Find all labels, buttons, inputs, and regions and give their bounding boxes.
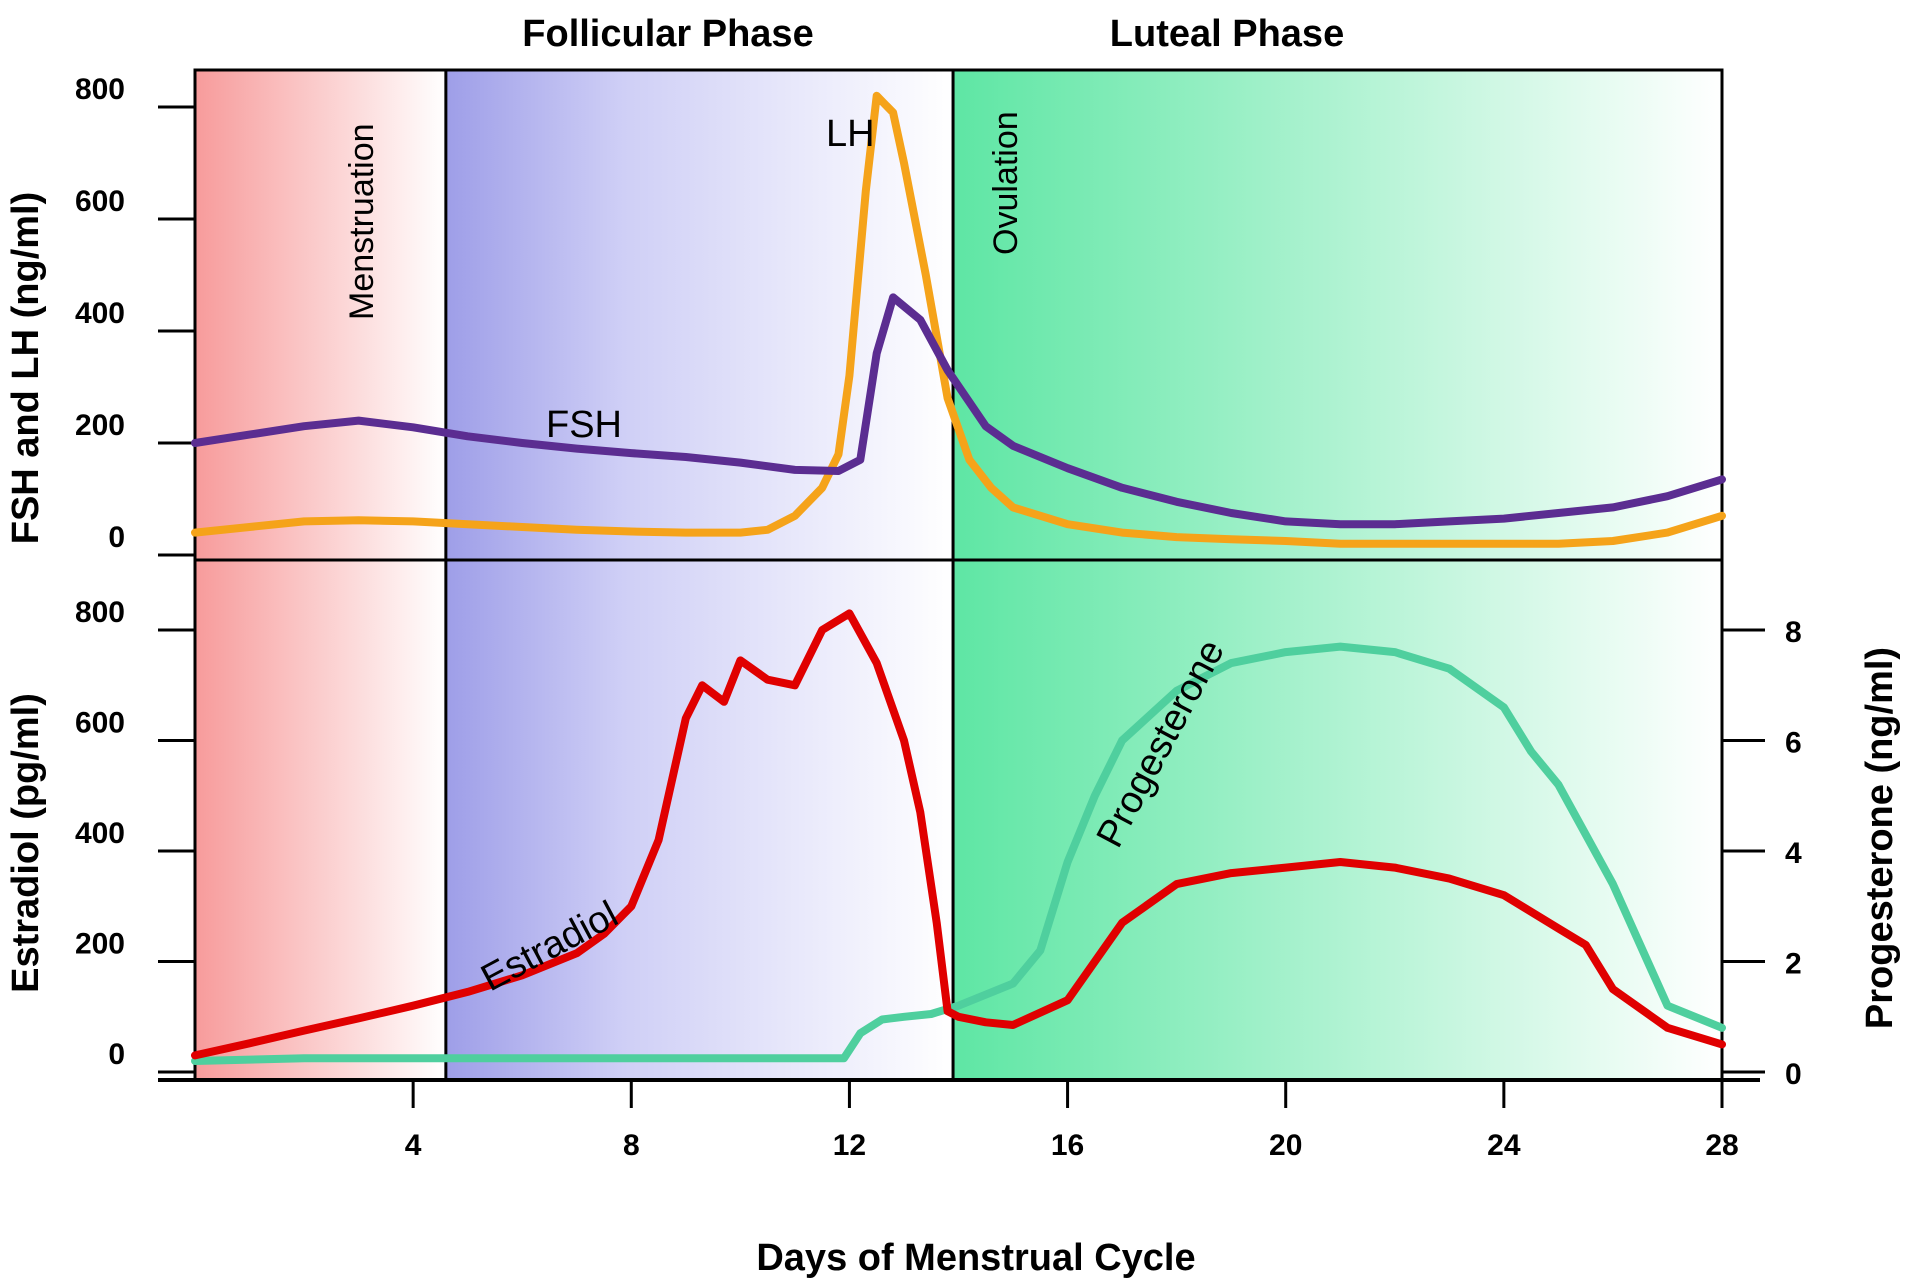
fsh-line — [191, 293, 1726, 529]
ovulation-label: Ovulation — [987, 111, 1025, 255]
luteal-phase-label: Luteal Phase — [1110, 13, 1344, 55]
bottom-y-tick-label: 200 — [75, 928, 125, 961]
x-tick-label: 8 — [623, 1129, 640, 1162]
top-y-tick-label: 200 — [75, 409, 125, 442]
lh-series-label: LH — [826, 113, 875, 155]
x-tick-label: 12 — [833, 1129, 866, 1162]
series-lines — [191, 91, 1726, 1065]
bottom-y-tick-label: 800 — [75, 596, 125, 629]
region-follicular — [445, 70, 954, 1080]
bottom-y-tick-label: 600 — [75, 707, 125, 740]
x-axis-title: Days of Menstrual Cycle — [756, 1237, 1195, 1279]
right-y-tick-label: 4 — [1785, 837, 1802, 870]
top-y-tick-label: 600 — [75, 185, 125, 218]
phase-regions — [195, 70, 1722, 1080]
bottom-y-tick-label: 400 — [75, 817, 125, 850]
bottom-y-tick-label: 0 — [108, 1038, 125, 1071]
plot-frames — [158, 68, 1760, 1082]
right-y-tick-label: 0 — [1785, 1058, 1802, 1091]
right-y-tick-label: 2 — [1785, 948, 1802, 981]
region-luteal — [953, 70, 1722, 1080]
x-tick-label: 4 — [405, 1129, 422, 1162]
x-tick-label: 24 — [1487, 1129, 1521, 1162]
lh-line — [191, 91, 1726, 548]
right-y-tick-label: 6 — [1785, 727, 1802, 760]
estradiol-line — [191, 609, 1726, 1060]
follicular-phase-label: Follicular Phase — [522, 13, 813, 55]
menstruation-label: Menstruation — [343, 123, 381, 320]
x-tick-label: 20 — [1269, 1129, 1302, 1162]
right-y-axis-title: Progesterone (ng/ml) — [1859, 647, 1901, 1029]
top-y-tick-label: 800 — [75, 73, 125, 106]
progesterone-line — [191, 642, 1726, 1065]
right-y-tick-label: 8 — [1785, 616, 1802, 649]
x-tick-label: 16 — [1051, 1129, 1084, 1162]
top-y-tick-label: 0 — [108, 521, 125, 554]
fsh-series-label: FSH — [546, 404, 622, 446]
x-tick-label: 28 — [1705, 1129, 1738, 1162]
region-menstruation — [195, 70, 446, 1080]
top-y-tick-label: 400 — [75, 297, 125, 330]
bottom-y-axis-title: Estradiol (pg/ml) — [5, 693, 47, 993]
top-y-axis-title: FSH and LH (ng/ml) — [5, 192, 47, 545]
